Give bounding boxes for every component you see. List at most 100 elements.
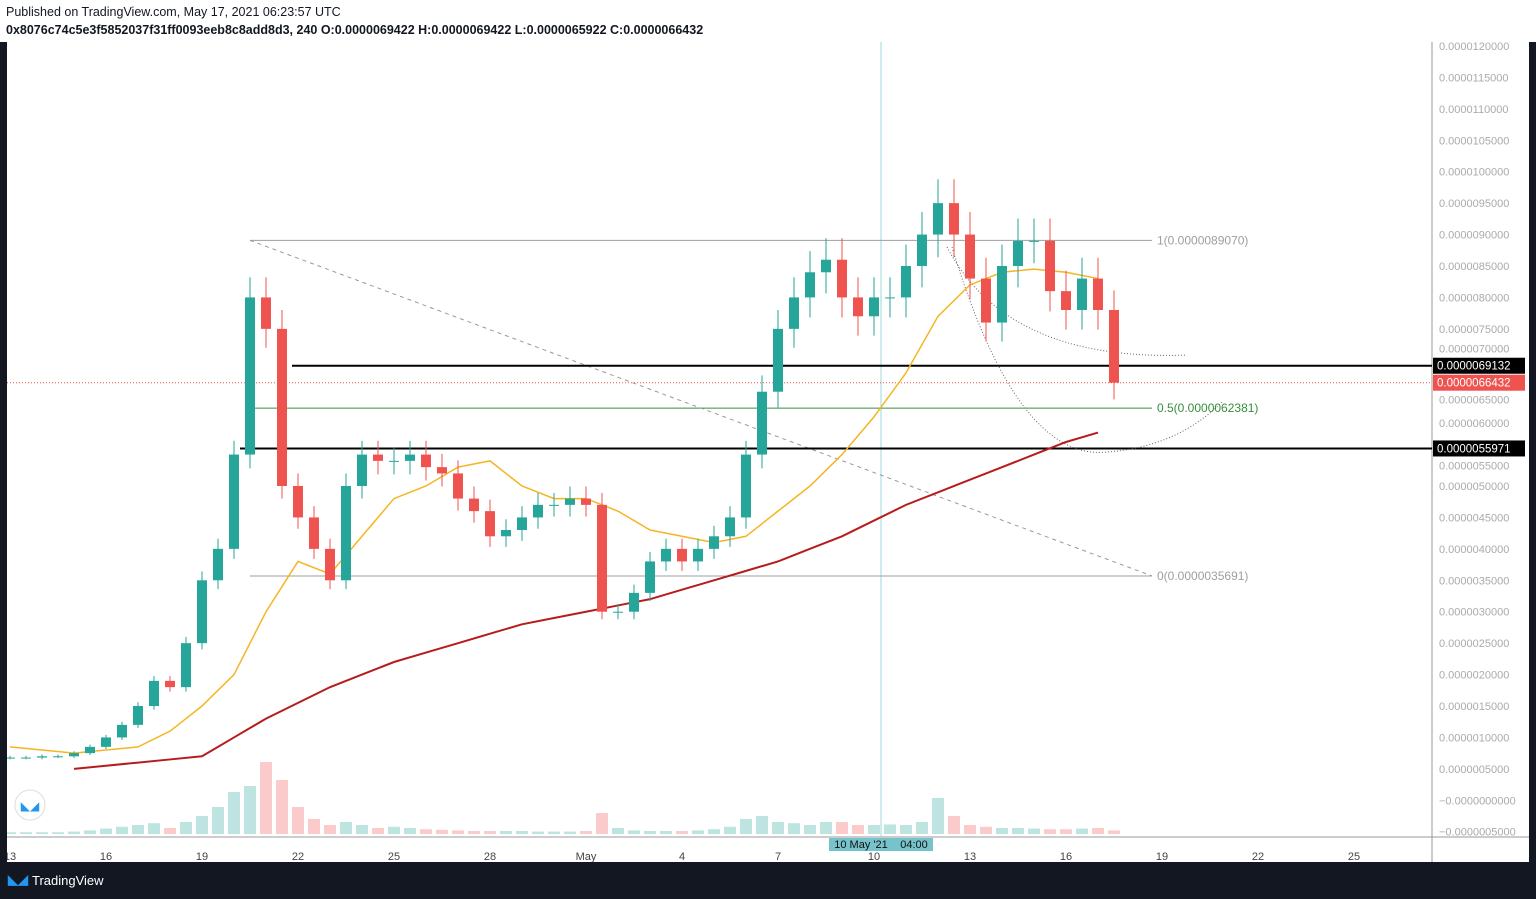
- last-price-label: 0.0000066432: [1437, 378, 1511, 390]
- chart-area[interactable]: 0.0000120000 0.0000115000 0.0000110000 0.00…: [4, 41, 1529, 863]
- y-tick-label: 0.0000015000: [1439, 701, 1509, 713]
- volume-bar: [436, 829, 448, 834]
- candle-body: [293, 486, 303, 518]
- y-tick-label: 0.0000025000: [1439, 638, 1509, 650]
- x-tick-label: 19: [1156, 851, 1168, 862]
- volume-bar: [788, 823, 800, 834]
- candle-body: [69, 753, 79, 757]
- y-tick-label: 0.0000055000: [1439, 460, 1509, 472]
- candle-body: [677, 548, 687, 562]
- crosshair-date: 10 May '21: [834, 839, 887, 851]
- volume-bar: [1108, 830, 1120, 834]
- y-tick-label: 0.0000040000: [1439, 544, 1509, 556]
- volume-bar: [468, 831, 480, 834]
- candle-body: [37, 756, 47, 758]
- y-tick-label: 0.0000065000: [1439, 395, 1509, 407]
- candle-body: [661, 548, 671, 562]
- volume-bar: [212, 807, 224, 834]
- volume-bar: [740, 819, 752, 834]
- fib-level-label: 0(0.0000035691): [1157, 569, 1248, 583]
- level-price-tag: [1433, 357, 1525, 374]
- volume-bar: [1044, 829, 1056, 834]
- x-tick-label: 16: [1060, 851, 1072, 862]
- candle-body: [213, 548, 223, 581]
- volume-bar: [132, 825, 144, 834]
- candle-body: [485, 511, 495, 537]
- candle-body: [501, 530, 511, 537]
- volume-bar: [708, 829, 720, 834]
- volume-bar: [1012, 828, 1024, 834]
- candle-body: [149, 680, 159, 707]
- ohlc-line: 0x8076c74c5e3f5852037f31ff0093eeb8c8add8…: [6, 23, 704, 37]
- candle-body: [405, 454, 415, 461]
- candle-body: [965, 234, 975, 279]
- volume-bar: [804, 825, 816, 834]
- x-tick-label: 22: [1252, 851, 1264, 862]
- candle-body: [581, 498, 591, 505]
- volume-bar: [916, 822, 928, 834]
- candle-body: [1029, 240, 1039, 242]
- volume-bar: [420, 829, 432, 834]
- x-tick-label: 25: [1348, 851, 1360, 862]
- candle-body: [453, 473, 463, 499]
- level-price-label: 0.0000055971: [1437, 443, 1511, 455]
- candle-body: [901, 265, 911, 298]
- candle-body: [645, 561, 655, 593]
- candle-body: [1109, 309, 1119, 383]
- candle-body: [549, 504, 559, 506]
- volume-bar: [692, 830, 704, 834]
- level-price-label: 0.0000069132: [1437, 361, 1511, 373]
- fib-level-label: 0.5(0.0000062381): [1157, 401, 1258, 415]
- candle-body: [1013, 240, 1023, 266]
- low-value: 0.0000065922: [526, 23, 607, 37]
- candle-body: [853, 297, 863, 317]
- candle-body: [53, 756, 63, 758]
- volume-bar: [564, 831, 576, 834]
- candle-body: [789, 297, 799, 329]
- candle-body: [981, 278, 991, 323]
- fib-level-label: 1(0.0000089070): [1157, 233, 1248, 247]
- volume-bar: [260, 762, 272, 834]
- volume-bar: [868, 825, 880, 834]
- candle-body: [5, 757, 15, 759]
- crosshair-time: 04:00: [900, 839, 928, 851]
- chart-header: Published on TradingView.com, May 17, 20…: [0, 0, 1536, 42]
- volume-bar: [948, 816, 960, 834]
- price-chart[interactable]: 0.0000120000 0.0000115000 0.0000110000 0.00…: [4, 41, 1529, 863]
- candle-body: [309, 517, 319, 549]
- symbol: 0x8076c74c5e3f5852037f31ff0093eeb8c8add8…: [6, 23, 318, 37]
- volume-bar: [900, 825, 912, 834]
- volume-bar: [276, 780, 288, 834]
- x-tick-label: 13: [7, 851, 16, 862]
- volume-bar: [820, 822, 832, 834]
- candle-body: [261, 297, 271, 329]
- volume-bar: [484, 831, 496, 834]
- chart-logo-button: [14, 789, 46, 821]
- volume-bar: [836, 822, 848, 834]
- candle-body: [1045, 240, 1055, 292]
- candle-body: [229, 454, 239, 549]
- volume-bar: [164, 828, 176, 834]
- x-tick-label: 4: [679, 851, 685, 862]
- volume-bar: [516, 831, 528, 834]
- y-tick-label: 0.0000070000: [1439, 344, 1509, 356]
- last-price-tag: [1433, 374, 1525, 391]
- candle-body: [997, 265, 1007, 323]
- y-tick-label: 0.0000115000: [1439, 72, 1509, 84]
- y-tick-label: 0.0000090000: [1439, 230, 1509, 242]
- candle-body: [389, 460, 399, 462]
- candle-body: [837, 259, 847, 298]
- volume-bar: [148, 823, 160, 834]
- candle-body: [917, 234, 927, 266]
- volume-bar: [68, 831, 80, 834]
- volume-bar: [356, 825, 368, 834]
- volume-bar: [884, 824, 896, 834]
- y-tick-label: 0.0000005000: [1439, 764, 1509, 776]
- volume-bar: [1028, 828, 1040, 834]
- volume-bar: [532, 831, 544, 834]
- y-tick-label: 0.0000120000: [1439, 42, 1509, 53]
- tradingview-logo[interactable]: ◣◢ TradingView: [8, 872, 104, 888]
- x-tick-label: 22: [292, 851, 304, 862]
- volume-bar: [996, 828, 1008, 834]
- y-tick-label: 0.0000075000: [1439, 324, 1509, 336]
